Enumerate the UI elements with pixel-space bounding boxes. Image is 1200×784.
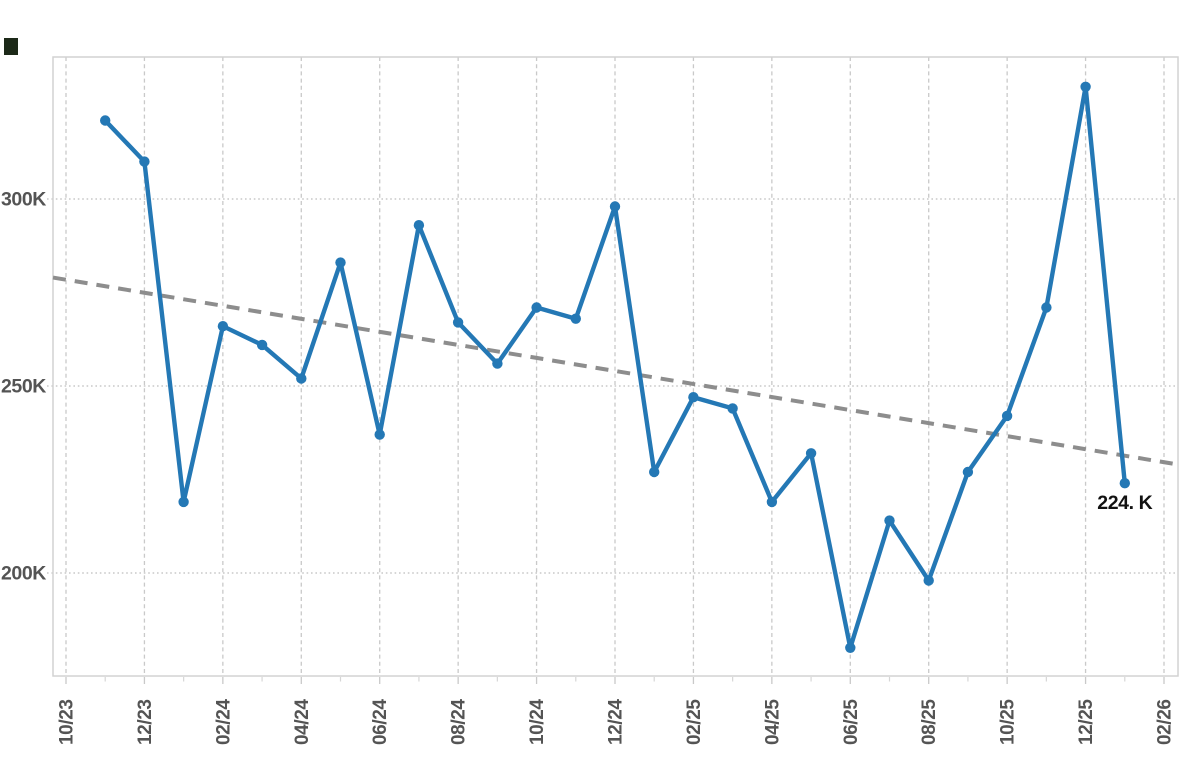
data-point-marker[interactable] — [688, 392, 699, 403]
y-axis-label: 300K — [1, 189, 46, 211]
data-point-marker[interactable] — [452, 317, 464, 328]
data-point-marker[interactable] — [374, 429, 385, 440]
data-point-marker[interactable] — [805, 448, 817, 459]
x-tick-label: 02/25 — [684, 699, 705, 745]
data-point-marker[interactable] — [1001, 410, 1013, 422]
x-tick-label: 08/25 — [919, 699, 940, 745]
data-point-marker[interactable] — [1119, 478, 1131, 489]
trend-line — [52, 275, 1179, 467]
data-point-marker[interactable] — [1041, 302, 1052, 313]
x-tick-label: 12/25 — [1076, 699, 1097, 745]
data-point-marker[interactable] — [649, 466, 660, 478]
data-point-marker[interactable] — [335, 257, 346, 268]
data-point-marker[interactable] — [884, 515, 895, 526]
data-point-marker[interactable] — [845, 642, 856, 653]
data-point-marker[interactable] — [139, 156, 150, 167]
x-tick-label: 06/25 — [841, 699, 862, 745]
y-axis-label: 200K — [1, 563, 46, 585]
data-point-marker[interactable] — [492, 358, 503, 369]
data-point-marker[interactable] — [100, 115, 111, 126]
data-point-marker[interactable] — [766, 496, 778, 508]
data-point-marker[interactable] — [413, 220, 425, 231]
data-point-marker[interactable] — [923, 575, 934, 586]
x-tick-label: 04/25 — [762, 699, 783, 745]
data-point-marker[interactable] — [727, 403, 738, 414]
x-tick-label: 08/24 — [449, 699, 470, 745]
x-tick-label: 02/24 — [213, 699, 234, 745]
x-tick-label: 10/25 — [998, 699, 1019, 745]
x-tick-label: 10/24 — [527, 699, 548, 745]
data-point-marker[interactable] — [178, 496, 189, 508]
data-point-marker[interactable] — [531, 302, 542, 313]
data-point-marker[interactable] — [256, 339, 268, 351]
data-point-marker[interactable] — [217, 321, 229, 332]
data-point-marker[interactable] — [570, 313, 581, 324]
x-tick-label: 12/24 — [606, 699, 627, 745]
data-point-marker[interactable] — [1080, 81, 1091, 93]
x-tick-label: 02/26 — [1155, 699, 1176, 745]
last-value-label: 224. K — [1097, 492, 1152, 514]
x-tick-label: 12/23 — [135, 699, 156, 745]
data-point-marker[interactable] — [962, 466, 974, 478]
y-axis-label: 250K — [1, 376, 46, 398]
dark-corner-square — [4, 38, 18, 55]
data-point-marker[interactable] — [296, 373, 307, 384]
data-point-marker[interactable] — [609, 201, 621, 212]
x-tick-label: 06/24 — [370, 699, 391, 745]
plot-border — [52, 56, 1179, 677]
x-tick-label: 04/24 — [292, 699, 313, 745]
x-tick-label: 10/23 — [57, 699, 78, 745]
